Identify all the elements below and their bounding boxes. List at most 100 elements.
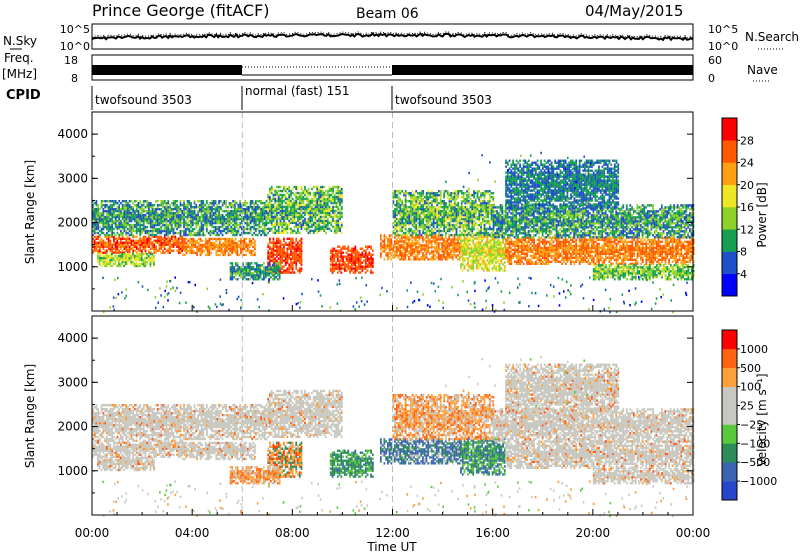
power-cell-249 <box>155 239 157 242</box>
power-cell-1086 <box>361 267 364 270</box>
power-cell-3137 <box>97 223 100 227</box>
power-cell-3517 <box>146 225 149 229</box>
power-cell-676 <box>272 253 275 256</box>
power-cell-2469 <box>589 252 592 256</box>
power-cell-3186 <box>104 225 107 229</box>
power-cell-1522 <box>448 244 451 247</box>
power-cell-4345 <box>255 233 257 237</box>
power-cell-1224 <box>395 250 398 253</box>
power-cell-22 <box>97 249 100 252</box>
power-cell-772 <box>284 257 287 260</box>
power-cell-4575 <box>279 199 282 203</box>
power-cell-3033 <box>683 260 686 263</box>
power-cell-1110 <box>364 245 367 248</box>
power-cell-3354 <box>125 221 128 225</box>
power-cell-3412 <box>132 225 135 229</box>
power-cell-2311 <box>563 240 565 244</box>
power-cell-3098 <box>92 213 94 217</box>
power-cell-4750 <box>297 207 299 211</box>
power-cell-1168 <box>383 238 386 241</box>
power-cell-2357 <box>571 260 574 263</box>
power-cell-2036 <box>517 246 520 250</box>
power-cell-1118 <box>366 247 369 250</box>
power-cell-2798 <box>645 262 648 265</box>
power-cell-3117 <box>93 207 96 211</box>
power-cell-4368 <box>256 207 259 211</box>
power-cell-4901 <box>312 211 315 215</box>
power-cell-923 <box>333 269 336 272</box>
power-cell-4530 <box>276 217 278 221</box>
power-cell-1728 <box>477 255 480 258</box>
power-cell-4829 <box>305 227 308 231</box>
power-cell-1734 <box>477 243 480 246</box>
power-cell-2 <box>92 245 94 248</box>
power-cell-5 <box>92 239 94 242</box>
power-cell-3294 <box>118 225 121 229</box>
power-cell-2646 <box>617 236 620 240</box>
power-cell-2596 <box>610 258 613 261</box>
power-cell-1951 <box>503 249 506 252</box>
power-cell-4213 <box>235 217 238 221</box>
power-cell-1605 <box>461 253 464 256</box>
power-cell-2220 <box>549 254 551 258</box>
power-cell-546 <box>231 247 233 251</box>
power-cell-4415 <box>263 225 266 229</box>
power-cell-467 <box>210 237 212 241</box>
power-cell-3955 <box>202 233 205 237</box>
power-cell-1918 <box>498 239 501 242</box>
power-cell-2838 <box>650 246 653 250</box>
power-cell-565 <box>236 253 239 257</box>
power-cell-2115 <box>531 260 534 263</box>
power-cell-1247 <box>399 240 402 243</box>
power-cell-1018 <box>349 249 351 252</box>
power-cell-3055 <box>687 248 690 252</box>
power-cell-2407 <box>578 236 581 240</box>
power-cell-83 <box>113 243 115 246</box>
power-cell-3257 <box>113 231 115 235</box>
power-cell-1862 <box>493 259 496 262</box>
power-cell-362 <box>183 253 186 257</box>
power-cell-4284 <box>246 223 249 227</box>
power-cell-3099 <box>92 211 94 215</box>
power-cell-3291 <box>116 201 119 205</box>
power-cell-1135 <box>370 255 372 258</box>
power-cell-2870 <box>655 248 658 252</box>
power-cell-2485 <box>591 240 593 244</box>
power-cell-1417 <box>430 256 433 259</box>
power-cell-278 <box>162 237 164 240</box>
power-cell-3231 <box>109 219 112 223</box>
power-cell-3850 <box>188 227 191 231</box>
power-cell-4522 <box>274 193 277 197</box>
power-cell-4467 <box>269 199 271 203</box>
power-cell-1439 <box>434 248 437 251</box>
power-cell-4207 <box>235 231 238 235</box>
power-cell-3205 <box>106 213 108 217</box>
power-cell-420 <box>197 237 200 241</box>
power-cell-1581 <box>458 246 461 249</box>
power-cell-1536 <box>451 258 454 261</box>
power-cell-4051 <box>214 227 217 231</box>
power-cell-2138 <box>534 252 537 256</box>
power-cell-1893 <box>496 265 499 268</box>
power-cell-876 <box>298 259 301 262</box>
power-cell-2643 <box>617 248 620 252</box>
power-cell-2735 <box>633 252 635 256</box>
power-cell-1127 <box>368 245 371 248</box>
power-cell-3000 <box>676 242 679 246</box>
power-cell-1921 <box>500 261 503 264</box>
power-cell-3475 <box>139 201 142 205</box>
power-cell-788 <box>286 247 289 250</box>
power-cell-4624 <box>284 215 287 219</box>
power-cell-4736 <box>295 193 298 197</box>
power-cell-3369 <box>127 221 129 225</box>
power-cell-3891 <box>193 227 196 231</box>
power-cell-2872 <box>655 244 658 248</box>
power-cell-682 <box>272 241 275 244</box>
power-cell-4175 <box>232 233 234 237</box>
power-cell-903 <box>329 267 332 270</box>
power-cell-1807 <box>486 243 489 246</box>
power-cell-2807 <box>645 244 648 248</box>
power-cell-1738 <box>477 235 480 238</box>
power-cell-3966 <box>202 207 205 211</box>
power-cell-1356 <box>418 250 421 253</box>
